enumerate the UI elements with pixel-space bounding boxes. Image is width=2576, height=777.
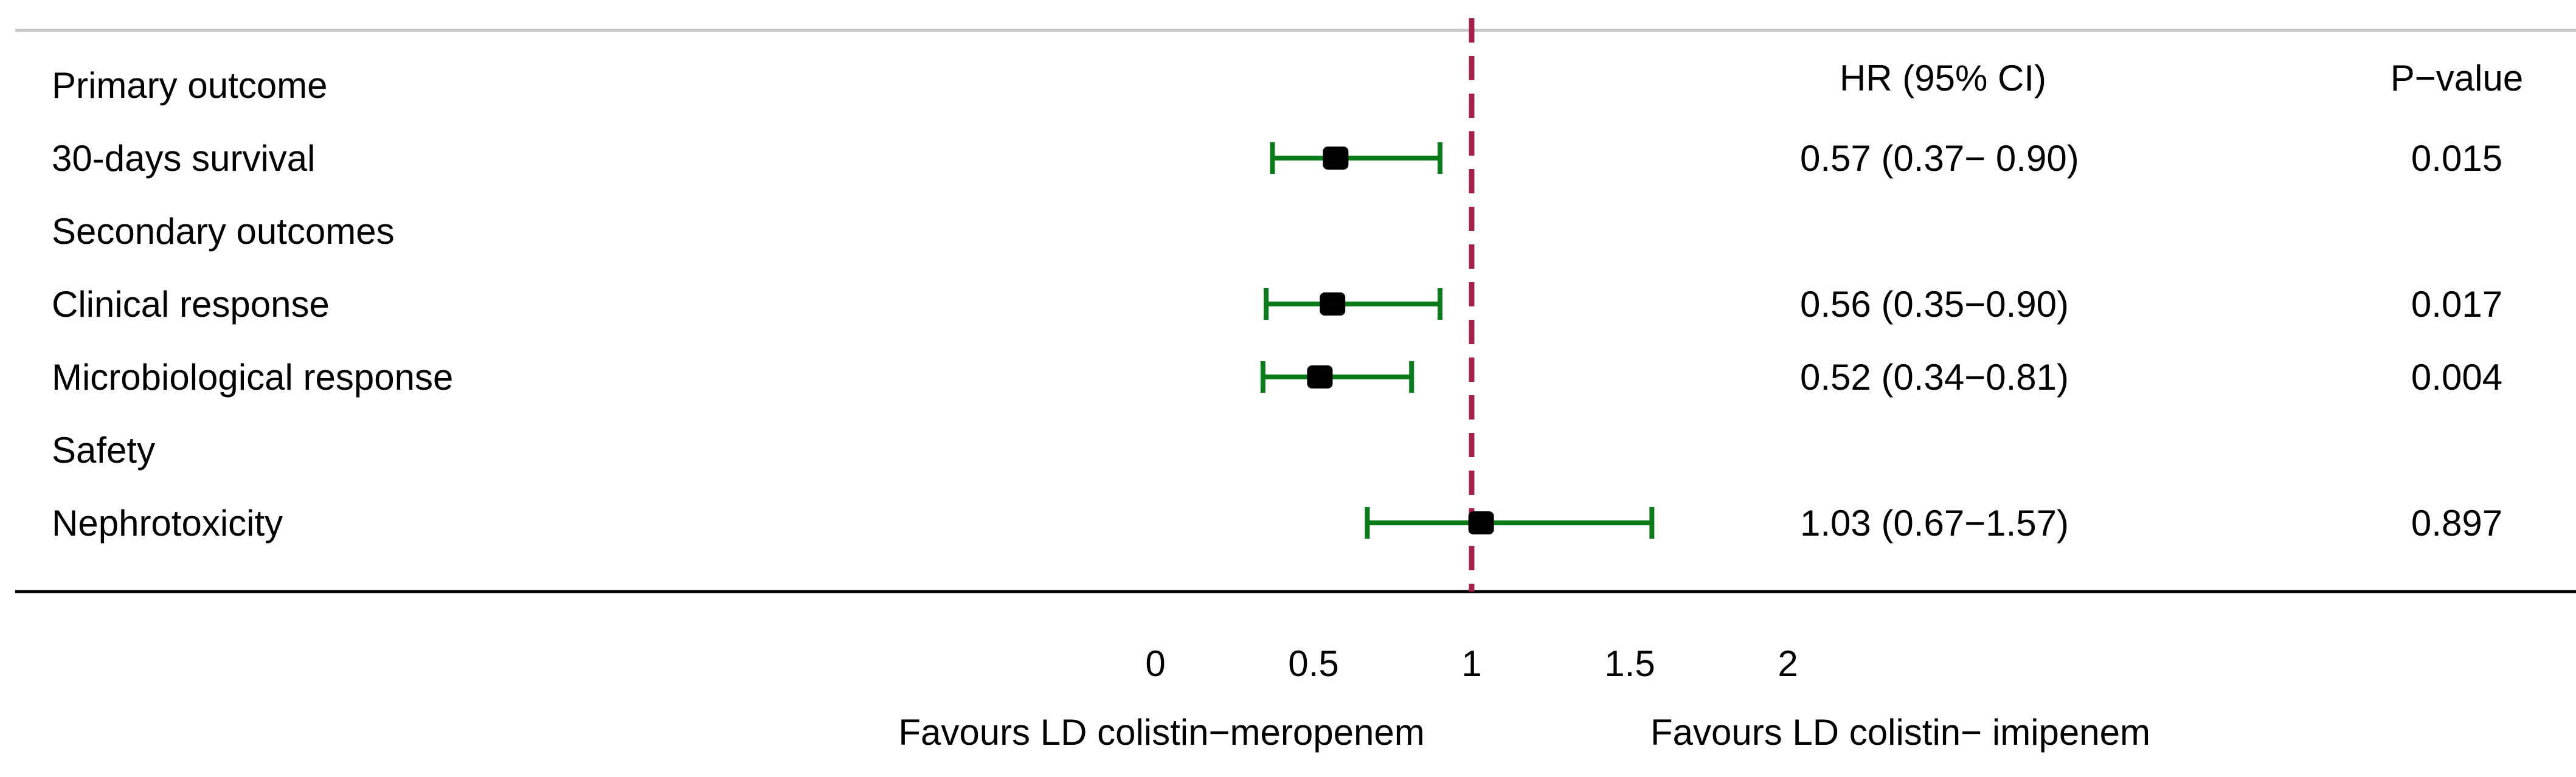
- x-tick-label: 0.5: [1288, 643, 1338, 684]
- section-label: Primary outcome: [52, 65, 327, 106]
- outcome-label: Nephrotoxicity: [52, 503, 283, 544]
- hr-estimate-text: 0.52 (0.34−0.81): [1800, 357, 2069, 398]
- hr-point: [1468, 511, 1494, 534]
- p-value-text: 0.004: [2411, 357, 2502, 398]
- p-value-text: 0.015: [2411, 138, 2502, 179]
- p-value-text: 0.017: [2411, 284, 2502, 325]
- hr-estimate-text: 1.03 (0.67−1.57): [1800, 503, 2069, 544]
- favours-left-label: Favours LD colistin−meropenem: [898, 712, 1424, 753]
- hr-estimate-text: 0.57 (0.37− 0.90): [1800, 138, 2079, 179]
- section-label: Secondary outcomes: [52, 211, 395, 252]
- estimate-column-header: HR (95% CI): [1840, 58, 2046, 98]
- outcome-label: Clinical response: [52, 284, 330, 325]
- hr-point: [1320, 292, 1346, 316]
- p-value-text: 0.897: [2411, 503, 2502, 544]
- hr-point: [1307, 365, 1333, 388]
- x-tick-label: 0: [1145, 643, 1165, 684]
- favours-right-label: Favours LD colistin− imipenem: [1650, 712, 2150, 753]
- section-label: Safety: [52, 430, 155, 471]
- hr-point: [1323, 147, 1349, 170]
- outcome-label: Microbiological response: [52, 357, 453, 398]
- hr-estimate-text: 0.56 (0.35−0.90): [1800, 284, 2069, 325]
- x-tick-label: 1.5: [1604, 643, 1655, 684]
- x-tick-label: 1: [1461, 643, 1481, 684]
- x-tick-label: 2: [1778, 643, 1798, 684]
- outcome-label: 30-days survival: [52, 138, 316, 179]
- p-value-column-header: P−value: [2391, 58, 2524, 98]
